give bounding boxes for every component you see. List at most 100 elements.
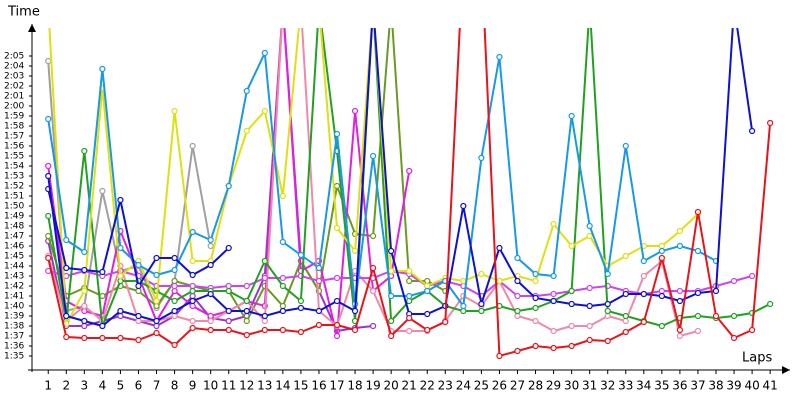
point	[604, 307, 611, 315]
point	[81, 334, 88, 342]
point	[550, 290, 557, 298]
point	[243, 282, 250, 290]
point	[117, 272, 124, 280]
point	[243, 127, 250, 135]
point	[225, 244, 232, 252]
point	[370, 264, 377, 272]
point	[63, 264, 70, 272]
point	[171, 277, 178, 285]
x-axis-title: Laps	[742, 351, 772, 366]
y-tick-label: 2:04	[4, 62, 24, 72]
point	[532, 277, 539, 285]
point	[189, 324, 196, 332]
point	[81, 248, 88, 256]
point	[586, 302, 593, 310]
point	[189, 228, 196, 236]
x-tick-label: 16	[311, 379, 326, 393]
point	[514, 254, 521, 262]
point	[171, 297, 178, 305]
point	[171, 107, 178, 115]
x-tick-label: 22	[420, 379, 435, 393]
point	[406, 267, 413, 275]
point	[748, 127, 756, 135]
point	[81, 287, 88, 295]
point	[171, 312, 178, 320]
point	[63, 333, 70, 341]
point	[586, 232, 593, 240]
y-tick-label: 1:45	[4, 252, 24, 262]
point	[514, 307, 521, 315]
y-tick-label: 2:05	[4, 52, 24, 62]
x-tick-label: 18	[347, 379, 362, 393]
y-tick-label: 1:44	[4, 262, 24, 272]
point	[767, 300, 774, 308]
point	[694, 327, 702, 335]
point	[640, 290, 647, 298]
point	[730, 277, 738, 285]
point	[496, 277, 503, 285]
point	[730, 334, 738, 342]
point	[189, 297, 196, 305]
point	[117, 196, 124, 204]
point	[532, 304, 539, 312]
y-tick-label: 1:40	[4, 302, 24, 312]
y-tick-label: 1:35	[4, 352, 24, 362]
point	[99, 292, 106, 300]
x-tick-label: 37	[690, 379, 705, 393]
point	[316, 4, 321, 9]
point	[135, 282, 142, 290]
point	[388, 317, 395, 325]
point	[279, 238, 286, 246]
point	[424, 282, 431, 290]
point	[207, 317, 214, 325]
point	[658, 254, 665, 262]
x-tick-label: 30	[564, 379, 579, 393]
point	[135, 336, 142, 344]
point	[117, 334, 124, 342]
point	[45, 57, 52, 65]
point	[478, 307, 485, 315]
x-tick-label: 39	[726, 379, 741, 393]
point	[568, 112, 575, 120]
point	[424, 326, 431, 334]
point	[189, 142, 196, 150]
point	[532, 294, 539, 302]
point	[406, 327, 413, 335]
x-tick-label: 34	[636, 379, 651, 393]
x-tick-label: 36	[672, 379, 687, 393]
y-axis-arrow	[28, 24, 36, 32]
point	[243, 331, 250, 339]
point	[207, 312, 214, 320]
point	[297, 251, 305, 259]
point	[712, 312, 720, 320]
point	[622, 328, 629, 336]
point	[81, 307, 88, 315]
point	[388, 267, 395, 275]
point	[389, 4, 394, 9]
point	[280, 4, 285, 9]
point	[279, 302, 286, 310]
point	[351, 247, 359, 255]
point	[370, 287, 377, 295]
point	[424, 287, 431, 295]
point	[171, 287, 178, 295]
point	[261, 107, 268, 115]
point	[460, 202, 467, 210]
point	[460, 302, 467, 310]
point	[316, 4, 321, 9]
point	[153, 297, 160, 305]
point	[279, 307, 286, 315]
y-tick-label: 1:41	[4, 292, 24, 302]
point	[135, 312, 142, 320]
point	[189, 317, 196, 325]
point	[298, 4, 303, 9]
point	[388, 247, 395, 255]
x-tick-label: 19	[365, 379, 380, 393]
point	[424, 310, 431, 318]
x-tick-label: 21	[402, 379, 417, 393]
point	[279, 192, 286, 200]
point	[406, 292, 413, 300]
x-tick-label: 12	[239, 379, 254, 393]
point	[460, 307, 467, 315]
point	[424, 277, 431, 285]
